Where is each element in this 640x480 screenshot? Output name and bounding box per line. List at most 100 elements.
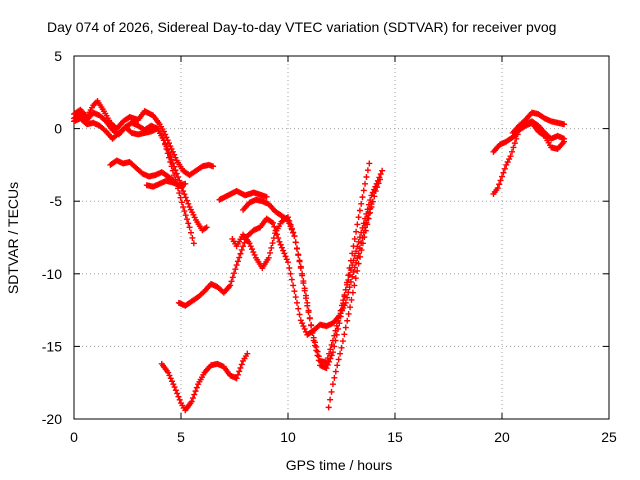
data-point [341,293,348,300]
data-point [369,198,376,205]
data-point [190,240,197,247]
data-point [210,163,217,170]
data-point [172,387,179,394]
data-point [353,248,360,255]
data-point [368,192,375,199]
data-point [374,184,381,191]
x-axis-label: GPS time / hours [286,457,393,473]
data-point [351,282,358,289]
data-point [183,197,190,204]
data-point [329,349,336,356]
data-point [333,331,340,338]
data-series [240,160,373,372]
data-point [251,251,258,258]
data-point [348,296,355,303]
data-point [237,364,244,371]
data-point [178,199,185,206]
data-point [299,270,306,277]
data-point [353,228,360,235]
data-series [71,98,217,179]
data-point [500,169,507,176]
data-point [236,254,243,261]
data-point [499,173,505,180]
data-point [345,272,352,279]
data-series [175,201,375,338]
data-point [191,391,198,398]
data-point [165,369,172,376]
data-point [169,378,176,385]
data-point [314,352,321,359]
data-point [192,388,199,395]
data-point [334,362,341,369]
data-point [338,306,345,313]
data-point [349,289,356,296]
data-point [354,267,361,274]
data-point [291,233,298,240]
data-point [329,381,336,388]
data-point [285,217,291,224]
data-point [341,331,348,338]
data-point [356,207,363,214]
data-point [501,165,508,172]
data-point [171,163,178,170]
data-point [342,286,349,293]
data-point [189,395,196,402]
data-point [361,234,368,241]
data-point [246,240,253,247]
data-series [490,118,568,197]
data-point [347,304,354,311]
data-point [362,227,369,234]
data-point [171,151,178,158]
data-point [325,404,332,411]
data-point [494,185,501,192]
data-point [173,170,180,177]
data-point [335,356,342,363]
data-point [277,241,284,248]
data-point [276,238,283,245]
data-point [359,240,366,247]
data-point [292,294,299,301]
data-point [358,200,365,207]
data-series [509,109,568,136]
data-point [182,180,189,187]
data-point [283,216,290,223]
data-point [166,372,173,379]
x-tick-label: 5 [177,429,185,445]
data-point [301,325,308,332]
data-point [301,285,308,292]
data-point [287,223,294,230]
data-marks [71,98,568,414]
x-tick-label: 20 [494,429,510,445]
data-point [328,352,335,359]
data-point [175,174,182,181]
data-point [295,251,302,258]
data-series [158,350,251,414]
data-point [540,131,547,138]
data-point [337,313,344,320]
data-point [265,254,272,261]
data-point [366,160,373,167]
data-point [247,243,254,250]
data-point [510,144,517,151]
chart-title: Day 074 of 2026, Sidereal Day-to-day VTE… [47,19,556,35]
data-point [181,208,188,215]
data-point [268,244,275,251]
data-point [188,398,195,405]
data-point [174,390,181,397]
data-point [187,229,194,236]
data-point [162,131,169,138]
data-point [342,324,349,331]
data-point [344,317,351,324]
data-point [250,249,257,256]
data-point [349,250,356,257]
data-point [238,361,245,368]
data-point [163,143,170,150]
data-point [300,278,307,285]
data-point [328,388,335,395]
data-series [216,188,270,203]
data-point [304,299,311,306]
data-point [296,257,303,264]
data-point [379,167,386,174]
data-point [193,384,200,391]
